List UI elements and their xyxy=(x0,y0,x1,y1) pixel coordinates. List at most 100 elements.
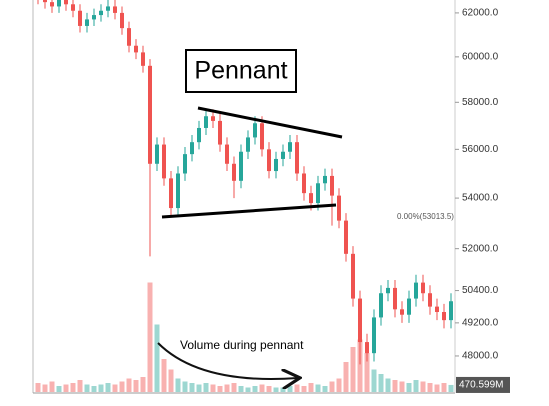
candle-body xyxy=(134,45,138,53)
candle-body xyxy=(225,144,229,164)
volume-bar xyxy=(322,386,328,392)
candle-body xyxy=(71,4,75,11)
volume-bar xyxy=(126,378,132,392)
volume-bar xyxy=(406,383,412,392)
candle-body xyxy=(267,149,271,172)
candle-body xyxy=(323,175,327,184)
volume-bar xyxy=(168,369,174,392)
volume-bar xyxy=(98,384,104,392)
volume-bar xyxy=(196,384,202,392)
candle-body xyxy=(421,282,425,294)
candle-body xyxy=(309,193,313,204)
candle-body xyxy=(400,309,404,315)
candle-body xyxy=(372,317,376,354)
volume-bar xyxy=(301,386,307,392)
candle-body xyxy=(232,163,236,181)
candle-body xyxy=(190,142,194,155)
volume-bar xyxy=(315,384,321,392)
candle-body xyxy=(246,137,250,152)
volume-bar xyxy=(231,383,237,392)
volume-bar xyxy=(392,380,398,392)
candle-body xyxy=(253,123,257,138)
candle-body xyxy=(92,15,96,20)
candle-body xyxy=(204,116,208,128)
volume-bar xyxy=(350,347,356,392)
fib-label: 0.00%(53013.5) xyxy=(397,212,454,221)
note-arrow xyxy=(157,342,298,379)
candle-body xyxy=(358,298,362,343)
candle-body xyxy=(428,293,432,307)
candle-body xyxy=(85,19,89,26)
candle-body xyxy=(43,0,47,3)
candle-body xyxy=(99,10,103,16)
volume-bar xyxy=(371,369,377,392)
y-tick-label: 50400.0 xyxy=(462,285,499,296)
volume-bar xyxy=(420,381,426,392)
candle-body xyxy=(414,282,418,299)
volume-bar xyxy=(147,282,153,392)
candle-body xyxy=(260,123,264,150)
candle-body xyxy=(302,173,306,194)
candle-body xyxy=(407,298,411,315)
volume-bar xyxy=(448,384,454,392)
volume-bar xyxy=(105,383,111,392)
pattern-box xyxy=(185,49,297,93)
volume-bar xyxy=(378,374,384,392)
volume-bar xyxy=(189,383,195,392)
volume-bar xyxy=(266,386,272,392)
candle-body xyxy=(197,127,201,143)
candle-body xyxy=(281,151,285,159)
volume-bar xyxy=(112,384,118,392)
candle-body xyxy=(442,312,446,321)
y-tick-label: 62000.0 xyxy=(462,8,499,19)
volume-bar xyxy=(329,381,335,392)
candle-body xyxy=(435,306,439,313)
candle-body xyxy=(288,142,292,152)
y-tick-label: 58000.0 xyxy=(462,97,499,108)
volume-bar xyxy=(175,378,181,392)
candle-body xyxy=(274,158,278,172)
y-tick-label: 60000.0 xyxy=(462,52,499,63)
candle-body xyxy=(78,10,82,26)
candle-body xyxy=(176,173,180,209)
pattern-label: Pennant xyxy=(194,57,287,85)
y-tick-label: 49200.0 xyxy=(462,318,499,329)
volume-bar xyxy=(56,386,62,392)
volume-bar xyxy=(238,386,244,392)
candle-body xyxy=(218,120,222,145)
volume-value-label: 470.599M xyxy=(459,380,503,391)
volume-bar xyxy=(140,377,146,392)
candle-body xyxy=(211,116,215,121)
candle-body xyxy=(344,220,348,254)
volume-bar xyxy=(434,384,440,392)
volume-bar xyxy=(441,383,447,392)
volume-bar xyxy=(63,384,69,392)
y-tick-label: 54000.0 xyxy=(462,193,499,204)
candle-body xyxy=(106,6,110,11)
candle-body xyxy=(379,293,383,318)
volume-bar xyxy=(224,384,230,392)
candle-body xyxy=(162,144,166,179)
candle-body xyxy=(386,287,390,294)
volume-bar xyxy=(70,383,76,392)
candle-body xyxy=(330,175,334,196)
volume-bar xyxy=(133,380,139,392)
volume-bar xyxy=(217,386,223,392)
volume-bar xyxy=(77,380,83,392)
candle-body xyxy=(57,0,61,7)
volume-bar xyxy=(308,383,314,392)
volume-bar xyxy=(154,324,160,392)
candle-body xyxy=(127,28,131,46)
y-tick-label: 48000.0 xyxy=(462,351,499,362)
volume-bar xyxy=(42,384,48,392)
y-tick-label: 52000.0 xyxy=(462,243,499,254)
volume-bar xyxy=(119,381,125,392)
volume-bar xyxy=(259,384,265,392)
volume-bar xyxy=(161,359,167,392)
candle-body xyxy=(148,65,152,164)
candle-body xyxy=(365,342,369,354)
candle-body xyxy=(120,12,124,29)
volume-bar xyxy=(385,378,391,392)
y-tick-label: 56000.0 xyxy=(462,144,499,155)
